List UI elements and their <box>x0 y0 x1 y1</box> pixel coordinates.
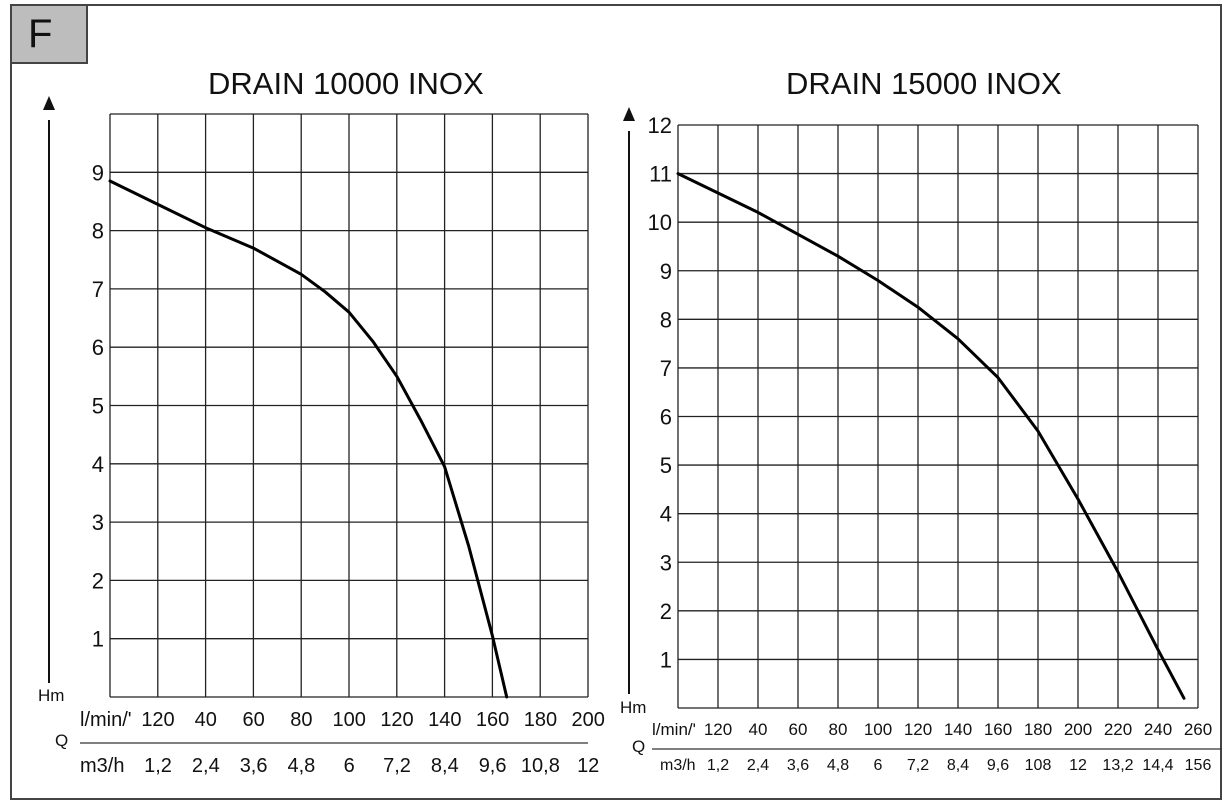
x-tick-label-secondary: 1,2 <box>707 757 729 774</box>
x-tick-label-secondary: 6 <box>344 755 355 777</box>
x-tick-label: 80 <box>290 709 312 731</box>
y-tick-label: 5 <box>660 453 672 478</box>
chart-title-right: DRAIN 15000 INOX <box>786 66 1062 101</box>
y-tick-label: 1 <box>92 627 104 652</box>
y-axis-label: Hm <box>38 686 64 705</box>
series-line <box>676 172 1186 700</box>
x-tick-label-secondary: 1,2 <box>144 755 172 777</box>
x-tick-label: 80 <box>829 720 848 739</box>
y-tick-label: 4 <box>660 502 672 527</box>
x-tick-label: 40 <box>749 720 768 739</box>
x-tick-label: 140 <box>944 720 972 739</box>
x-tick-label: 120 <box>904 720 932 739</box>
y-axis-label: Hm <box>620 698 646 717</box>
y-tick-label: 6 <box>660 405 672 430</box>
y-tick-label: 5 <box>92 394 104 419</box>
y-tick-label: 2 <box>92 568 104 593</box>
x-tick-label-secondary: 3,6 <box>787 757 809 774</box>
y-tick-label: 11 <box>649 162 672 187</box>
x-tick-label-secondary: 6 <box>874 757 883 774</box>
y-tick-label: 4 <box>92 452 104 477</box>
x-tick-label: 60 <box>789 720 808 739</box>
y-axis-arrow-head <box>623 107 635 121</box>
x-tick-label: 200 <box>572 709 605 731</box>
x-axis-label: Q <box>55 731 68 750</box>
x-tick-label: 160 <box>984 720 1012 739</box>
x-tick-label-secondary: 8,4 <box>947 757 969 774</box>
y-tick-label: 12 <box>648 113 672 138</box>
x-tick-label-secondary: 2,4 <box>747 757 769 774</box>
x-tick-label-secondary: 7,2 <box>907 757 929 774</box>
x-tick-label-secondary: 9,6 <box>987 757 1009 774</box>
x-unit-secondary: m3/h <box>660 757 696 774</box>
x-tick-label: 200 <box>1064 720 1092 739</box>
x-tick-label-secondary: 4,8 <box>287 755 315 777</box>
y-tick-label: 8 <box>92 219 104 244</box>
x-tick-label-secondary: 13,2 <box>1102 757 1133 774</box>
x-tick-label: 180 <box>524 709 557 731</box>
x-tick-label-secondary: 12 <box>1069 757 1087 774</box>
x-tick-label: 160 <box>476 709 509 731</box>
y-tick-label: 9 <box>660 259 672 284</box>
x-unit-secondary: m3/h <box>80 755 124 777</box>
y-tick-label: 9 <box>92 160 104 185</box>
y-tick-label: 2 <box>660 599 672 624</box>
x-tick-label-secondary: 12 <box>577 755 599 777</box>
x-tick-label-secondary: 9,6 <box>479 755 507 777</box>
x-tick-label-secondary: 10,8 <box>521 755 560 777</box>
y-tick-label: 10 <box>648 210 672 235</box>
y-tick-label: 3 <box>660 550 672 575</box>
x-tick-label: 120 <box>380 709 413 731</box>
x-tick-label: 260 <box>1184 720 1212 739</box>
x-tick-label: 40 <box>195 709 217 731</box>
x-tick-label-secondary: 156 <box>1185 757 1212 774</box>
x-tick-label-secondary: 8,4 <box>431 755 459 777</box>
x-tick-label: 100 <box>333 709 366 731</box>
chart-title-left: DRAIN 10000 INOX <box>208 66 484 101</box>
x-tick-label: 140 <box>428 709 461 731</box>
y-tick-label: 1 <box>660 647 672 672</box>
y-tick-label: 6 <box>92 335 104 360</box>
x-unit-primary: l/min/' <box>652 720 696 739</box>
y-tick-label: 3 <box>92 510 104 535</box>
x-tick-label-secondary: 3,6 <box>240 755 268 777</box>
x-tick-label-secondary: 2,4 <box>192 755 220 777</box>
y-axis-arrow-head <box>43 96 55 110</box>
x-tick-label: 120 <box>704 720 732 739</box>
x-tick-label: 220 <box>1104 720 1132 739</box>
y-tick-label: 8 <box>660 307 672 332</box>
x-tick-label-secondary: 4,8 <box>827 757 849 774</box>
x-unit-primary: l/min/' <box>80 709 132 731</box>
x-tick-label-secondary: 7,2 <box>383 755 411 777</box>
x-tick-label: 180 <box>1024 720 1052 739</box>
x-tick-label-secondary: 14,4 <box>1142 757 1173 774</box>
x-tick-label: 240 <box>1144 720 1172 739</box>
x-tick-label-secondary: 108 <box>1025 757 1052 774</box>
figure-frame <box>10 4 1222 800</box>
x-tick-label: 60 <box>242 709 264 731</box>
y-tick-label: 7 <box>92 277 104 302</box>
x-axis-label: Q <box>632 737 645 756</box>
x-tick-label: 120 <box>141 709 174 731</box>
series-line <box>108 179 509 699</box>
section-label: F <box>10 4 88 64</box>
x-tick-label: 100 <box>864 720 892 739</box>
y-tick-label: 7 <box>660 356 672 381</box>
